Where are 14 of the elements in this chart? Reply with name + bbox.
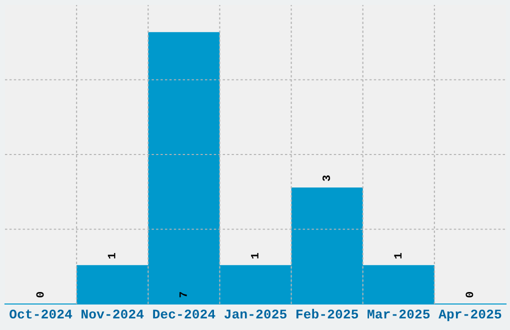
data-label: 0 <box>466 292 474 298</box>
x-tick-label: Feb-2025 <box>296 308 358 319</box>
data-label: 1 <box>108 252 116 258</box>
data-label: 1 <box>394 252 402 258</box>
x-tick-label: Jan-2025 <box>224 310 286 319</box>
data-label: 3 <box>322 175 330 182</box>
data-label: 0 <box>36 292 44 298</box>
x-tick-label: Mar-2025 <box>368 310 430 319</box>
x-tick-label: Nov-2024 <box>82 310 144 319</box>
x-tick-label: Oct-2024 <box>10 310 72 319</box>
data-label: 1 <box>251 252 258 258</box>
data-label: 7 <box>179 292 187 298</box>
x-tick-label: Dec-2024 <box>153 310 216 319</box>
x-tick-label: Apr-2025 <box>438 310 502 322</box>
